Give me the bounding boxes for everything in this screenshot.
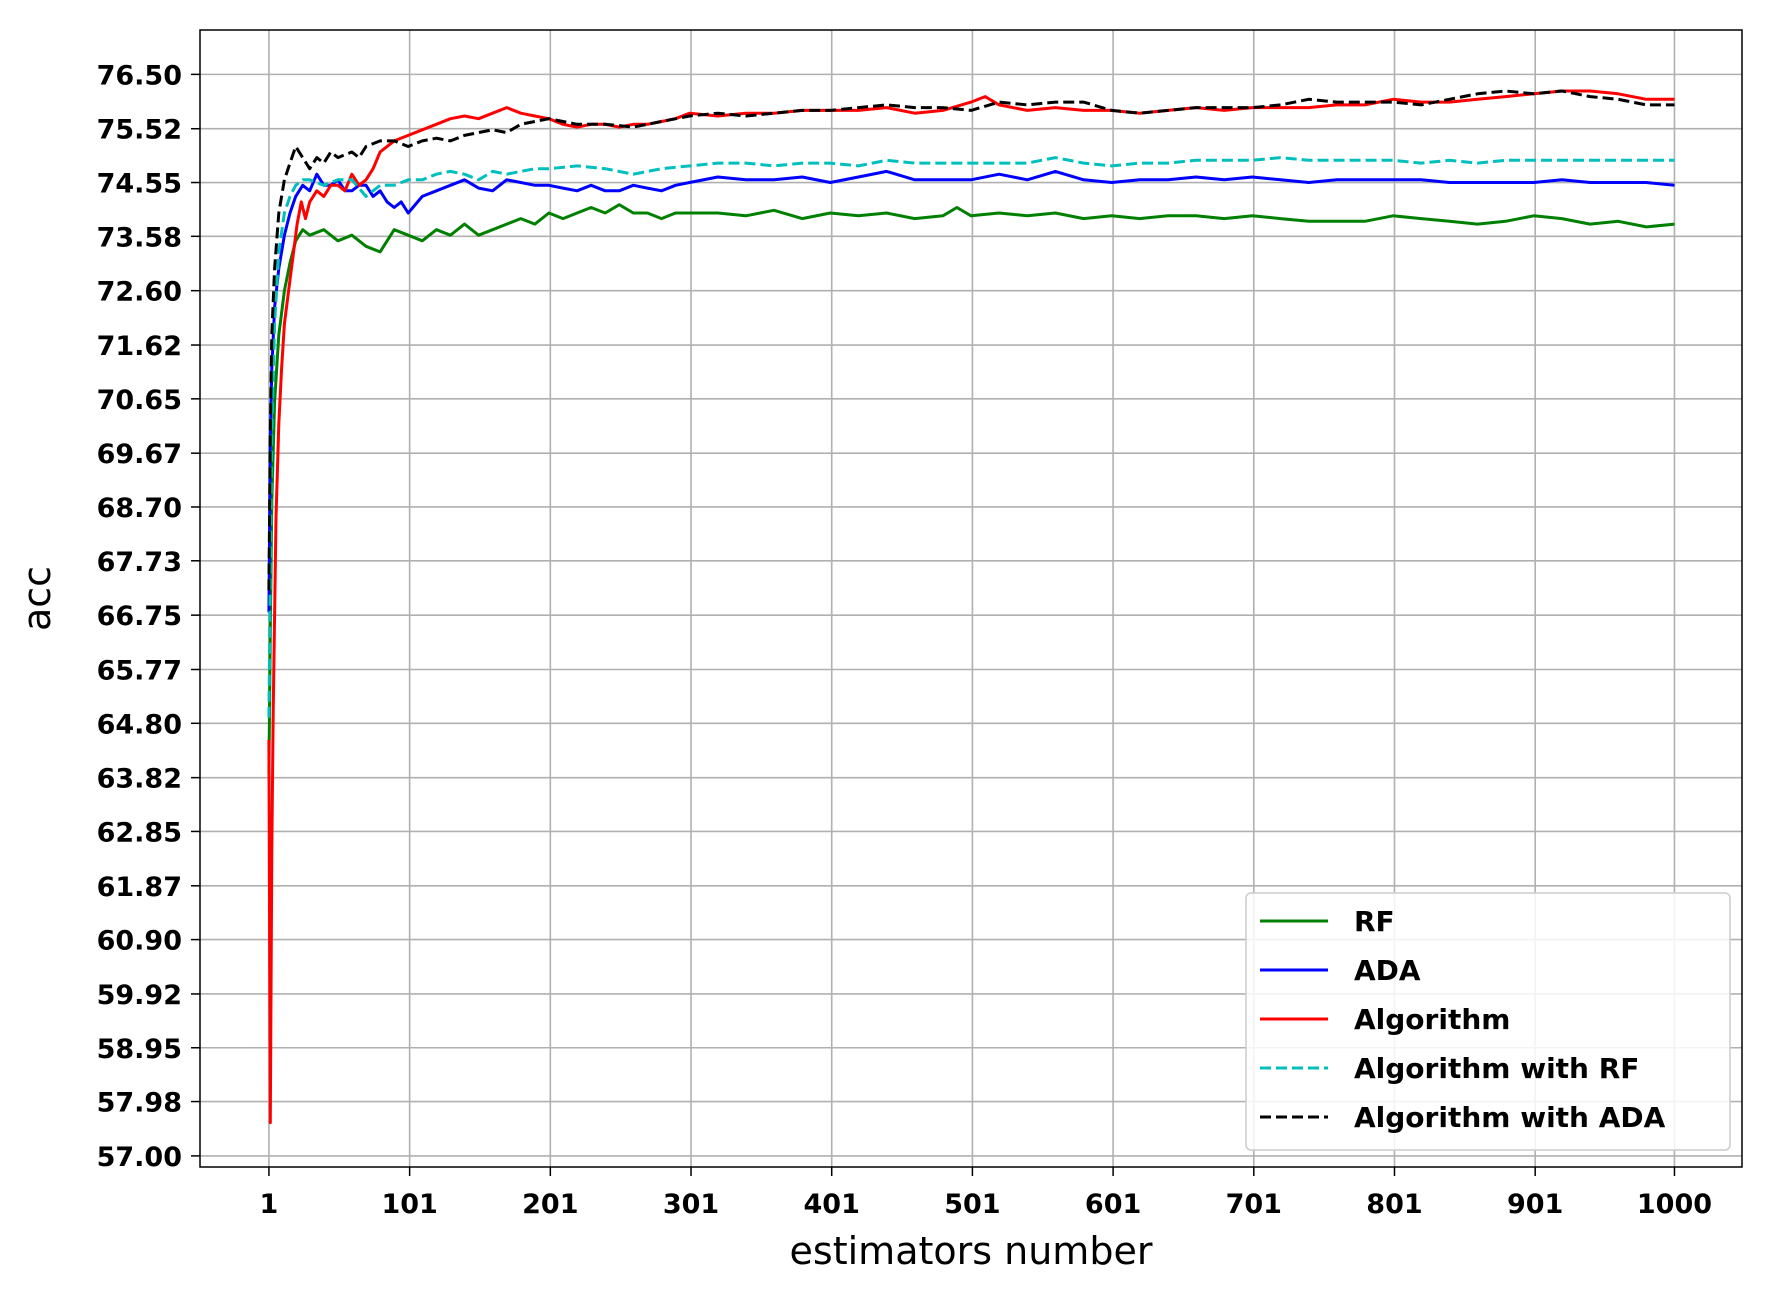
y-tick-label: 57.00 [97,1142,182,1173]
x-tick-label: 501 [944,1189,1000,1220]
x-tick-label: 1000 [1637,1189,1712,1220]
x-tick-label: 601 [1085,1189,1141,1220]
y-tick-label: 61.87 [97,872,182,903]
y-tick-label: 71.62 [97,331,182,362]
y-axis-title: acc [15,566,59,631]
y-tick-label: 67.73 [97,547,182,578]
y-tick-label: 74.55 [97,169,182,200]
series-line-rf [267,203,1675,774]
legend-label: Algorithm with ADA [1354,1101,1666,1134]
x-tick-label: 1 [260,1189,279,1220]
legend-label: ADA [1354,954,1421,987]
series-line-algorithm-with-ada [267,89,1675,591]
y-tick-label: 69.67 [97,439,182,470]
y-tick-label: 76.50 [97,60,182,91]
y-tick-label: 57.98 [97,1088,182,1119]
y-tick-label: 70.65 [97,385,182,416]
y-tick-label: 63.82 [97,764,182,795]
y-tick-label: 66.75 [97,601,182,632]
y-tick-label: 73.58 [97,222,182,253]
y-tick-label: 75.52 [97,115,182,146]
y-tick-label: 65.77 [97,655,182,686]
x-tick-label: 101 [381,1189,437,1220]
x-tick-label: 401 [804,1189,860,1220]
series-lines [267,89,1675,1125]
y-axis-ticks: 57.00 57.98 58.95 59.92 60.90 61.87 62.85 63.82… [97,60,200,1173]
legend: RF ADA Algorithm Algorithm with RF Algorithm… [1245,892,1731,1151]
x-tick-label: 201 [522,1189,578,1220]
y-tick-label: 72.60 [97,277,182,308]
legend-label: RF [1354,905,1395,938]
plot-frame [199,29,1743,1168]
y-tick-label: 60.90 [97,926,182,957]
x-tick-label: 701 [1226,1189,1282,1220]
series-line-algorithm-with-rf [267,156,1675,718]
y-tick-label: 68.70 [97,493,182,524]
x-tick-label: 901 [1507,1189,1563,1220]
y-tick-label: 59.92 [97,980,182,1011]
y-tick-label: 62.85 [97,817,182,848]
x-axis-title: estimators number [790,1229,1153,1273]
y-tick-label: 64.80 [97,709,182,740]
x-tick-label: 301 [663,1189,719,1220]
x-axis-ticks: 1 101 201 301 401 501 601 701 801 901 1000 [260,1167,1712,1220]
y-tick-label: 58.95 [97,1034,182,1065]
legend-box [1245,892,1731,1151]
legend-label: Algorithm with RF [1354,1052,1639,1085]
x-tick-label: 801 [1366,1189,1422,1220]
legend-label: Algorithm [1354,1003,1510,1036]
